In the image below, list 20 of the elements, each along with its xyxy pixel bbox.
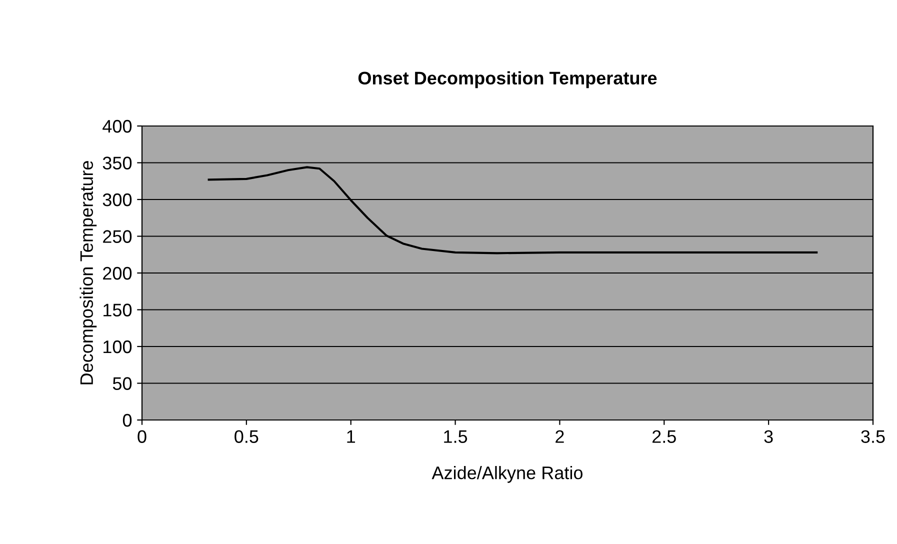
y-axis-title: Decomposition Temperature <box>80 161 97 384</box>
x-tick-label: 2 <box>556 430 564 443</box>
x-tick-label: 0 <box>138 430 146 443</box>
y-tick-label: 150 <box>104 304 132 316</box>
x-tick-label: 1.5 <box>444 430 468 443</box>
x-tick-label: 3 <box>764 430 773 443</box>
y-tick-label: 200 <box>103 266 132 280</box>
x-tick-label: 0.5 <box>234 430 258 443</box>
y-tick-label: 50 <box>112 377 132 390</box>
x-tick-label: 3.5 <box>861 430 885 443</box>
x-tick-label: 1 <box>347 430 355 443</box>
x-tick-label: 2.5 <box>652 430 676 443</box>
x-axis-title: Azide/Alkyne Ratio <box>432 466 583 483</box>
y-tick-label: 350 <box>102 156 132 170</box>
y-tick-label: 400 <box>102 120 132 133</box>
y-tick-label: 0 <box>122 414 132 427</box>
y-tick-label: 100 <box>104 340 132 354</box>
y-tick-label: 250 <box>103 230 132 243</box>
chart-title: Onset Decomposition Temperature <box>358 71 657 88</box>
y-tick-label: 300 <box>102 193 132 206</box>
